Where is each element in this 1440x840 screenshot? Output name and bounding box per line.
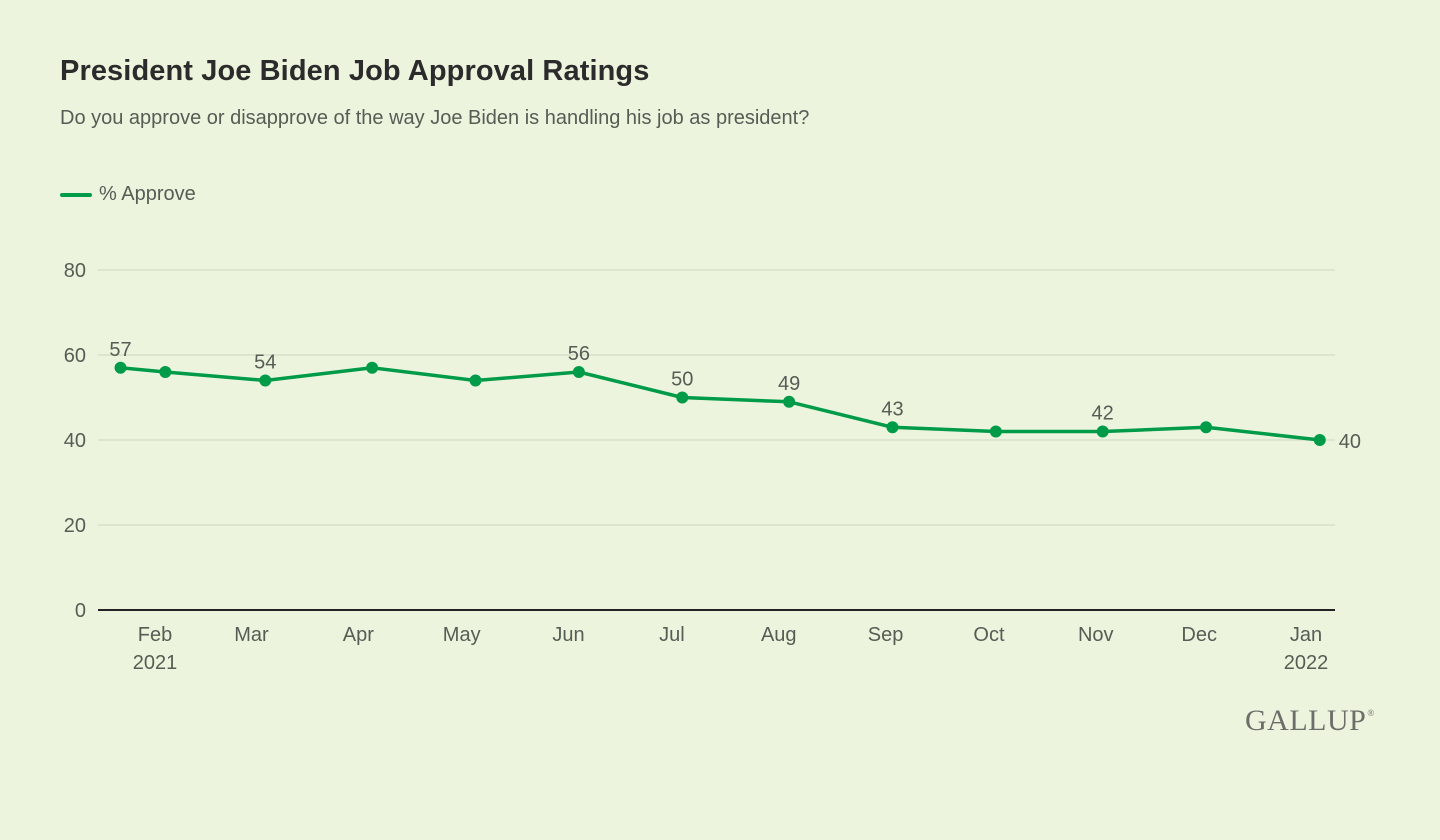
logo-text: GALLUP <box>1245 704 1367 737</box>
data-point <box>259 374 272 387</box>
data-point <box>783 395 796 408</box>
data-point <box>469 374 482 387</box>
gallup-logo: GALLUP® <box>1245 704 1375 738</box>
legend-label: % Approve <box>99 183 196 205</box>
data-label: 49 <box>778 373 800 395</box>
data-label: 42 <box>1092 403 1114 425</box>
data-point <box>989 425 1002 438</box>
data-point <box>572 366 585 378</box>
data-point <box>886 421 899 434</box>
trademark-mark: ® <box>1367 708 1375 718</box>
x-tick-label: Apr <box>343 624 374 646</box>
x-tick-label: Nov <box>1078 624 1114 646</box>
chart-subtitle: Do you approve or disapprove of the way … <box>60 107 810 129</box>
legend-swatch <box>60 192 92 197</box>
data-label: 54 <box>254 352 276 374</box>
data-point <box>1200 421 1213 434</box>
series-line <box>118 366 1322 442</box>
data-label: 43 <box>881 398 903 420</box>
x-tick-label: Jun <box>552 624 584 646</box>
data-point <box>1096 425 1109 438</box>
x-tick-label: Mar <box>234 624 269 646</box>
x-tick-label: May <box>443 624 481 646</box>
x-tick-label: Feb <box>138 624 172 646</box>
y-tick-label: 40 <box>64 430 86 452</box>
x-tick-sublabel: 2022 <box>1284 652 1329 674</box>
y-tick-label: 80 <box>64 260 86 282</box>
x-tick-label: Oct <box>973 624 1005 646</box>
data-label: 40 <box>1339 431 1361 453</box>
y-tick-label: 20 <box>64 515 86 537</box>
chart-title: President Joe Biden Job Approval Ratings <box>60 55 650 87</box>
series-layer <box>114 361 1326 446</box>
data-point <box>114 361 127 374</box>
data-label: 57 <box>109 339 131 361</box>
x-tick-label: Sep <box>868 624 904 646</box>
x-tick-label: Aug <box>761 624 797 646</box>
y-tick-label: 60 <box>64 345 86 367</box>
data-point <box>1313 434 1326 446</box>
legend: % Approve <box>60 183 196 206</box>
x-tick-sublabel: 2021 <box>133 652 178 674</box>
data-label: 56 <box>568 343 590 365</box>
x-tick-label: Jul <box>659 624 685 646</box>
data-point <box>159 366 172 378</box>
data-point <box>366 361 379 374</box>
data-label-layer: 57 54 56 50 49 43 42 40 <box>109 339 1361 453</box>
x-tick-label: Dec <box>1181 624 1217 646</box>
axis-layer: 0 20 40 60 80 Feb 2021 Mar Apr May Jun Jul Aug Sep Oct… <box>64 260 1335 674</box>
x-tick-label: Jan <box>1290 624 1322 646</box>
data-point <box>676 391 689 404</box>
data-label: 50 <box>671 369 693 391</box>
y-tick-label: 0 <box>75 600 86 622</box>
grid-layer <box>98 269 1335 526</box>
